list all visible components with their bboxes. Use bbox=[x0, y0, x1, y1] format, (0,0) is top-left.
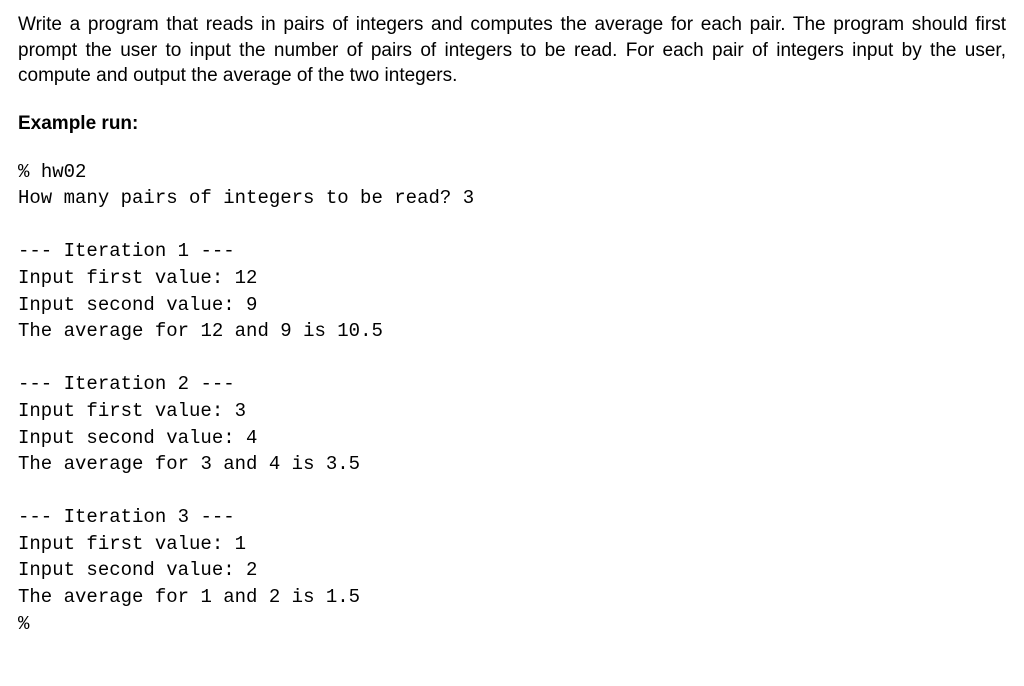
first-prompt: Input first value: bbox=[18, 267, 235, 289]
second-value: 4 bbox=[246, 427, 257, 449]
iteration-header-suffix: --- bbox=[189, 240, 235, 262]
iteration-number: 1 bbox=[178, 240, 189, 262]
avg-second: 2 bbox=[269, 586, 280, 608]
problem-instructions: Write a program that reads in pairs of i… bbox=[18, 12, 1006, 89]
example-run-heading: Example run: bbox=[18, 111, 1006, 137]
avg-second: 9 bbox=[280, 320, 291, 342]
avg-result: 10.5 bbox=[337, 320, 383, 342]
second-value: 9 bbox=[246, 294, 257, 316]
shell-prompt: % bbox=[18, 161, 41, 183]
first-value: 12 bbox=[235, 267, 258, 289]
avg-is: is bbox=[280, 453, 326, 475]
iteration-header: --- Iteration bbox=[18, 240, 178, 262]
avg-is: is bbox=[280, 586, 326, 608]
first-value: 1 bbox=[235, 533, 246, 555]
avg-result: 3.5 bbox=[326, 453, 360, 475]
avg-second: 4 bbox=[269, 453, 280, 475]
avg-is: is bbox=[292, 320, 338, 342]
count-value: 3 bbox=[463, 187, 474, 209]
avg-first: 1 bbox=[200, 586, 211, 608]
count-prompt: How many pairs of integers to be read? bbox=[18, 187, 463, 209]
iteration-header: --- Iteration bbox=[18, 506, 178, 528]
first-prompt: Input first value: bbox=[18, 400, 235, 422]
second-value: 2 bbox=[246, 559, 257, 581]
second-prompt: Input second value: bbox=[18, 559, 246, 581]
iteration-number: 2 bbox=[178, 373, 189, 395]
second-prompt: Input second value: bbox=[18, 294, 246, 316]
avg-mid: and bbox=[212, 586, 269, 608]
avg-first: 12 bbox=[200, 320, 223, 342]
avg-mid: and bbox=[223, 320, 280, 342]
avg-prefix: The average for bbox=[18, 453, 200, 475]
iteration-number: 3 bbox=[178, 506, 189, 528]
avg-first: 3 bbox=[200, 453, 211, 475]
iteration-header-suffix: --- bbox=[189, 506, 235, 528]
avg-result: 1.5 bbox=[326, 586, 360, 608]
avg-prefix: The average for bbox=[18, 320, 200, 342]
avg-prefix: The average for bbox=[18, 586, 200, 608]
avg-mid: and bbox=[212, 453, 269, 475]
iteration-header-suffix: --- bbox=[189, 373, 235, 395]
first-prompt: Input first value: bbox=[18, 533, 235, 555]
program-name: hw02 bbox=[41, 161, 87, 183]
shell-prompt-end: % bbox=[18, 613, 29, 635]
iteration-header: --- Iteration bbox=[18, 373, 178, 395]
first-value: 3 bbox=[235, 400, 246, 422]
example-output: % hw02 How many pairs of integers to be … bbox=[18, 159, 1006, 638]
second-prompt: Input second value: bbox=[18, 427, 246, 449]
